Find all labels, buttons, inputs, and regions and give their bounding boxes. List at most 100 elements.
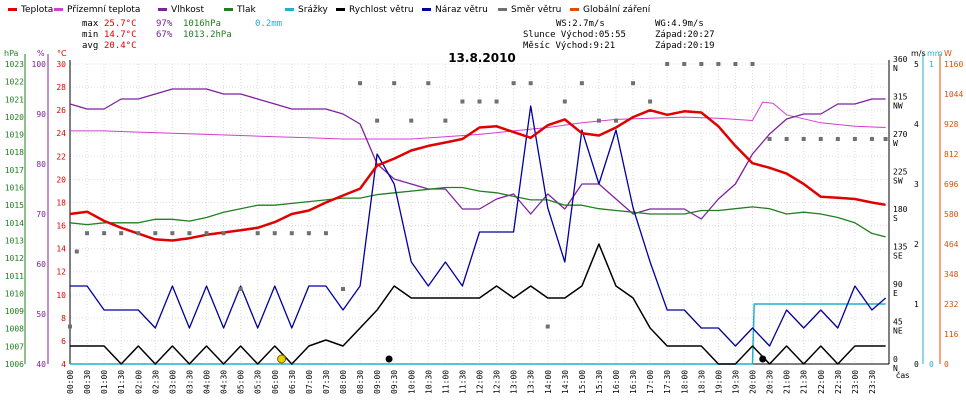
legend-swatch — [224, 8, 233, 11]
wind-direction-point — [443, 118, 448, 123]
wind-direction-point — [528, 81, 533, 86]
wind-direction-point — [562, 99, 567, 104]
legend-swatch — [285, 8, 294, 11]
y-tick-label: 80 — [36, 160, 46, 169]
x-tick-label: 13:00 — [510, 370, 519, 394]
y-tick-label: 1021 — [5, 95, 24, 104]
y-tick-label: 1008 — [5, 325, 24, 334]
wind-direction-point — [869, 137, 874, 141]
direction-tick-label: E — [893, 289, 898, 298]
legend-swatch — [498, 8, 507, 11]
stat-min-temp: 14.7°C — [104, 30, 137, 40]
mm-tick-label: 0 — [929, 360, 934, 369]
stat-min-label: min — [82, 30, 98, 40]
x-tick-label: 03:30 — [185, 370, 194, 394]
wm2-tick-label: 1044 — [944, 90, 963, 99]
wind-direction-point — [682, 62, 687, 66]
x-tick-label: 14:00 — [544, 370, 553, 394]
x-tick-label: 05:00 — [237, 370, 246, 394]
direction-tick-value: 180 — [893, 205, 908, 214]
legend-swatch — [422, 8, 431, 11]
wind-direction-point — [883, 137, 888, 141]
ms-tick-label: 0 — [914, 360, 919, 369]
y-tick-label: 1014 — [5, 219, 24, 228]
wind-direction-point — [341, 287, 345, 291]
wind-direction-point — [136, 231, 141, 236]
legend-label: Vlhkost — [171, 5, 204, 15]
x-tick-label: 11:30 — [458, 370, 467, 394]
x-tick-label: 21:00 — [783, 370, 792, 394]
x-tick-label: 02:30 — [151, 370, 160, 394]
wind-direction-point — [767, 137, 772, 141]
direction-tick-value: 90 — [893, 280, 903, 289]
y-tick-label: 22 — [56, 152, 66, 161]
stat-max-press: 1016hPa — [183, 19, 221, 29]
y-tick-label: 50 — [36, 310, 46, 319]
x-tick-label: 11:00 — [441, 370, 450, 394]
y-tick-label: 100 — [32, 60, 47, 69]
x-tick-label: 13:30 — [527, 370, 536, 394]
wm2-tick-label: 348 — [944, 270, 959, 279]
ms-axis-label: m/s — [911, 49, 926, 58]
direction-tick-value: 360 — [893, 55, 908, 64]
wind-direction-point — [733, 62, 738, 66]
legend-label: Náraz větru — [435, 5, 488, 15]
wind-direction-point — [306, 231, 311, 236]
stats-block: max 25.7°C 97% 1016hPa 0.2mm min 14.7°C … — [82, 19, 282, 51]
legend-label: Rychlost větru — [349, 5, 414, 15]
x-tick-label: 19:00 — [714, 370, 723, 394]
y-axis-label: hPa — [4, 49, 19, 58]
y-tick-label: 1009 — [5, 307, 24, 316]
direction-tick-label: SE — [893, 252, 903, 261]
stat-max-hum: 97% — [156, 19, 173, 29]
ms-tick-label: 1 — [914, 300, 919, 309]
direction-tick-label: NE — [893, 327, 903, 336]
x-tick-label: 15:30 — [595, 370, 604, 394]
wind-direction-point — [238, 287, 243, 291]
y-tick-label: 1015 — [5, 201, 24, 210]
x-tick-label: 04:00 — [203, 370, 212, 394]
wind-direction-point — [835, 137, 840, 141]
legend-swatch — [336, 8, 345, 11]
series-line-sr-ky — [70, 303, 886, 365]
series-line-rychlost-v-tru — [70, 243, 886, 365]
wind-direction-point — [818, 137, 823, 141]
legend-swatch — [8, 8, 17, 11]
wind-direction-point — [648, 99, 653, 104]
direction-tick-label: S — [893, 214, 898, 223]
x-tick-label: 23:00 — [851, 370, 860, 394]
x-tick-label: 00:30 — [83, 370, 92, 394]
moonrise-marker — [385, 355, 393, 363]
info-sun-set: Západ:20:27 — [655, 30, 715, 40]
y-tick-label: 24 — [56, 129, 66, 138]
x-tick-label: 15:00 — [578, 370, 587, 394]
info-moon: Měsíc Východ:9:21 — [523, 41, 615, 51]
direction-tick-label: NW — [893, 102, 903, 111]
y-tick-label: 1016 — [5, 184, 24, 193]
y-tick-label: 14 — [56, 245, 66, 254]
y-tick-label: 18 — [56, 198, 66, 207]
direction-tick-label: SW — [893, 177, 903, 186]
legend-label: Teplota — [20, 5, 53, 15]
wind-direction-point — [614, 118, 618, 123]
wind-direction-point — [852, 137, 857, 141]
x-tick-label: 14:30 — [561, 370, 570, 394]
x-tick-label: 19:30 — [731, 370, 740, 394]
wind-direction-point — [596, 118, 601, 123]
wind-direction-point — [204, 231, 209, 236]
direction-tick-value: 315 — [893, 93, 908, 102]
wind-direction-point — [153, 231, 158, 236]
y-tick-label: 1022 — [5, 78, 24, 87]
legend-label: Srážky — [298, 5, 329, 15]
direction-tick-value: 225 — [893, 168, 908, 177]
y-tick-label: 1006 — [5, 360, 24, 369]
wind-direction-point — [74, 249, 79, 254]
x-tick-label: 02:00 — [134, 370, 143, 394]
legend-label: Směr větru — [511, 5, 561, 15]
mm-axis-label: mm — [927, 49, 943, 58]
wind-direction-point — [68, 324, 72, 329]
info-wg: WG:4.9m/s — [655, 19, 704, 29]
x-tick-label: 01:30 — [117, 370, 126, 394]
x-tick-label: 16:00 — [612, 370, 621, 394]
